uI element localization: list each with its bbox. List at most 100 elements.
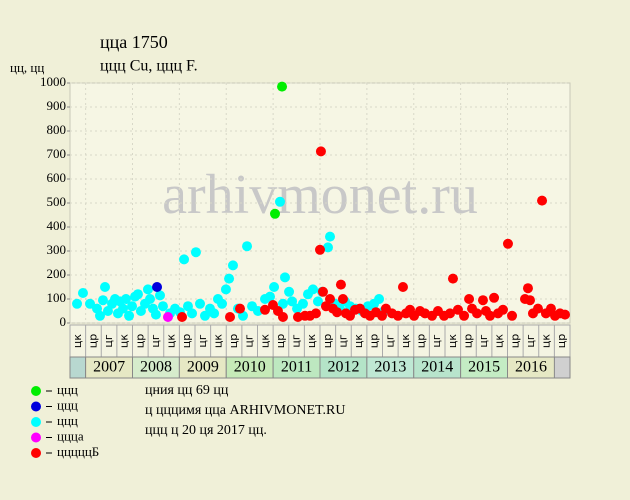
- y-tick-label: 300: [47, 242, 67, 257]
- y-tick-label: 0: [60, 314, 67, 329]
- point: [77, 288, 88, 298]
- point: [464, 294, 475, 304]
- x-tick-label: цк: [71, 334, 84, 348]
- x-tick-label: цг: [477, 334, 490, 347]
- year-band: [507, 356, 555, 379]
- year-label: 2015: [468, 359, 500, 376]
- year-label: 2012: [327, 359, 359, 376]
- note: цния цц 69 цц: [145, 383, 229, 398]
- year-label: 2011: [281, 359, 312, 376]
- y-tick-label: 400: [47, 218, 67, 233]
- point: [277, 312, 288, 322]
- point: [307, 284, 318, 295]
- y-tick-label: 700: [47, 146, 67, 161]
- point: [315, 146, 326, 157]
- y-tick-label: 900: [47, 98, 67, 113]
- point: [397, 282, 408, 292]
- point: [155, 290, 165, 301]
- point: [270, 208, 280, 219]
- legend-label: ццц: [57, 413, 78, 428]
- x-tick-label: цг: [290, 334, 303, 347]
- point: [485, 310, 495, 321]
- x-tick-label: цк: [165, 334, 178, 348]
- point: [265, 291, 275, 302]
- point: [317, 286, 328, 297]
- point: [124, 310, 135, 321]
- point: [489, 292, 500, 303]
- y-tick-label: 800: [47, 122, 67, 137]
- legend-marker: [31, 432, 41, 443]
- point: [152, 282, 163, 292]
- point: [117, 303, 128, 314]
- point: [502, 238, 513, 249]
- x-tick-label: цг: [196, 334, 209, 347]
- point: [459, 310, 470, 321]
- point: [145, 294, 155, 304]
- year-label: 2010: [234, 359, 266, 376]
- legend-marker: [31, 386, 41, 396]
- point: [447, 273, 458, 284]
- point: [452, 304, 463, 315]
- point: [560, 309, 570, 320]
- point: [217, 298, 228, 309]
- x-tick-label: цг: [336, 334, 349, 347]
- point: [322, 242, 333, 253]
- y-axis-label: цц, цц: [10, 60, 44, 75]
- x-tick-label: цр: [508, 334, 521, 348]
- x-tick-label: цк: [118, 334, 131, 348]
- x-tick-label: цр: [321, 334, 334, 348]
- x-tick-label: цк: [540, 334, 553, 348]
- point: [297, 298, 308, 309]
- y-tick-label: 600: [47, 170, 67, 185]
- year-label: 2009: [187, 359, 219, 376]
- point: [287, 296, 298, 307]
- point: [72, 298, 83, 309]
- x-tick-label: цг: [524, 334, 537, 347]
- point: [507, 310, 518, 321]
- chart-title: ццa 1750: [100, 32, 168, 52]
- year-label: 2013: [374, 359, 406, 376]
- x-tick-label: цг: [102, 334, 115, 347]
- point: [277, 81, 288, 92]
- y-tick-label: 200: [47, 266, 67, 281]
- point: [200, 310, 210, 321]
- x-tick-label: цр: [274, 334, 287, 348]
- x-tick-label: цк: [211, 334, 224, 348]
- x-tick-label: цр: [180, 334, 193, 348]
- point: [209, 308, 220, 319]
- legend-label: ццц: [57, 397, 78, 412]
- x-tick-label: цр: [461, 334, 474, 348]
- point: [310, 308, 321, 319]
- point: [120, 294, 131, 304]
- y-tick-label: 500: [47, 194, 67, 209]
- point: [325, 294, 335, 304]
- point: [275, 196, 285, 207]
- y-tick-label: 1000: [40, 74, 66, 89]
- x-tick-label: цк: [258, 334, 271, 348]
- x-tick-label: цр: [415, 334, 428, 348]
- point: [100, 282, 110, 292]
- legend-marker: [31, 448, 41, 458]
- point: [269, 282, 280, 292]
- point: [224, 273, 235, 284]
- point: [150, 309, 161, 320]
- x-tick-label: цг: [430, 334, 443, 347]
- point: [337, 294, 348, 304]
- legend-label: ццца: [57, 428, 84, 443]
- x-tick-label: цк: [493, 334, 506, 348]
- point: [325, 231, 335, 242]
- point: [179, 254, 190, 265]
- legend-marker: [31, 417, 41, 427]
- x-tick-label: цг: [149, 334, 162, 347]
- point: [332, 307, 343, 318]
- point: [142, 284, 153, 295]
- point: [477, 295, 488, 306]
- point: [225, 312, 235, 322]
- x-tick-label: цк: [352, 334, 365, 348]
- point: [532, 303, 543, 314]
- point: [227, 260, 238, 271]
- point: [525, 295, 535, 306]
- x-tick-label: цк: [446, 334, 459, 348]
- x-tick-label: цр: [368, 334, 381, 348]
- legend-label: цццццБ: [57, 444, 99, 459]
